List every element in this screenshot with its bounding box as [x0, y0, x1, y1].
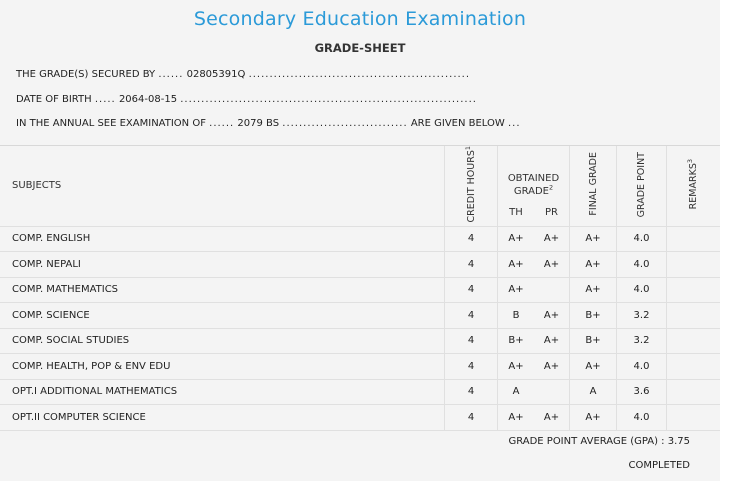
- grade-point: 4.0: [616, 353, 667, 380]
- table-row: COMP. SOCIAL STUDIES 4 B+ A+ B+ 3.2: [0, 328, 720, 355]
- remarks: [666, 379, 720, 406]
- dot-leader: ......: [158, 69, 184, 80]
- subject-name: COMP. HEALTH, POP & ENV EDU: [0, 353, 445, 380]
- dob-label: DATE OF BIRTH: [16, 94, 92, 105]
- credit-hours: 4: [444, 328, 498, 355]
- gpa-line: GRADE POINT AVERAGE (GPA) : 3.75: [508, 436, 690, 447]
- dot-leader: ...: [507, 118, 521, 129]
- grade-point: 4.0: [616, 251, 667, 278]
- subject-name: COMP. SCIENCE: [0, 302, 445, 329]
- final-grade: B+: [569, 328, 617, 355]
- remarks: [666, 302, 720, 329]
- credit-hours: 4: [444, 404, 498, 431]
- dot-leader: ........................................…: [248, 69, 471, 80]
- theory-grade: A+: [497, 277, 534, 304]
- grade-point: 3.2: [616, 302, 667, 329]
- subject-name: COMP. SOCIAL STUDIES: [0, 328, 445, 355]
- credit-hours: 4: [444, 302, 498, 329]
- table-row: COMP. MATHEMATICS 4 A+ A+ 4.0: [0, 277, 720, 304]
- credit-hours: 4: [444, 277, 498, 304]
- table-row: COMP. SCIENCE 4 B A+ B+ 3.2: [0, 302, 720, 329]
- remarks: [666, 404, 720, 431]
- table-row: COMP. NEPALI 4 A+ A+ A+ 4.0: [0, 251, 720, 278]
- final-grade-header: FINAL GRADE: [569, 146, 617, 227]
- table-row: OPT.II COMPUTER SCIENCE 4 A+ A+ A+ 4.0: [0, 404, 720, 431]
- grades-table: SUBJECTS CREDIT HOURS1 OBTAINED GRADE2 F…: [0, 146, 720, 431]
- grade-point-header: GRADE POINT: [616, 146, 667, 227]
- dob-value: 2064-08-15: [118, 94, 178, 105]
- subjects-header: SUBJECTS: [0, 146, 445, 227]
- theory-grade: A+: [497, 353, 534, 380]
- dot-leader: ........................................…: [180, 94, 477, 105]
- remarks: [666, 277, 720, 304]
- practical-grade: A+: [534, 302, 570, 329]
- exam-suffix: ARE GIVEN BELOW: [410, 118, 505, 129]
- grade-point: 4.0: [616, 226, 667, 253]
- subject-name: COMP. MATHEMATICS: [0, 277, 445, 304]
- subject-name: OPT.II COMPUTER SCIENCE: [0, 404, 445, 431]
- practical-grade: A+: [534, 328, 570, 355]
- table-row: COMP. HEALTH, POP & ENV EDU 4 A+ A+ A+ 4…: [0, 353, 720, 380]
- secured-by-label: THE GRADE(S) SECURED BY: [16, 69, 156, 80]
- subject-name: OPT.I ADDITIONAL MATHEMATICS: [0, 379, 445, 406]
- final-grade: A+: [569, 404, 617, 431]
- credit-hours: 4: [444, 379, 498, 406]
- dot-leader: .....: [94, 94, 116, 105]
- dot-leader: ..............................: [282, 118, 408, 129]
- grade-point: 3.6: [616, 379, 667, 406]
- practical-grade: [534, 277, 570, 304]
- subject-name: COMP. NEPALI: [0, 251, 445, 278]
- theory-header: TH: [497, 198, 534, 227]
- theory-grade: A+: [497, 226, 534, 253]
- remarks: [666, 226, 720, 253]
- credit-hours: 4: [444, 251, 498, 278]
- gpa-value: 3.75: [667, 436, 690, 447]
- remarks: [666, 251, 720, 278]
- practical-grade: A+: [534, 404, 570, 431]
- sheet-subtitle: GRADE-SHEET: [314, 41, 406, 55]
- theory-grade: B: [497, 302, 534, 329]
- practical-grade: A+: [534, 251, 570, 278]
- divider: [0, 145, 720, 146]
- theory-grade: A: [497, 379, 534, 406]
- exam-line: IN THE ANNUAL SEE EXAMINATION OF ...... …: [16, 118, 521, 129]
- grade-point: 4.0: [616, 404, 667, 431]
- credit-hours: 4: [444, 226, 498, 253]
- final-grade: B+: [569, 302, 617, 329]
- grade-point: 3.2: [616, 328, 667, 355]
- final-grade: A: [569, 379, 617, 406]
- practical-grade: A+: [534, 353, 570, 380]
- final-grade: A+: [569, 251, 617, 278]
- practical-header: PR: [534, 198, 570, 227]
- remarks: [666, 353, 720, 380]
- theory-grade: B+: [497, 328, 534, 355]
- exam-year: 2079 BS: [237, 118, 280, 129]
- credit-hours-header: CREDIT HOURS1: [444, 146, 498, 227]
- result-status: COMPLETED: [628, 460, 690, 471]
- secured-by-line: THE GRADE(S) SECURED BY ...... 02805391Q…: [16, 69, 470, 80]
- symbol-number: 02805391Q: [186, 69, 246, 80]
- theory-grade: A+: [497, 251, 534, 278]
- final-grade: A+: [569, 226, 617, 253]
- dot-leader: ......: [209, 118, 235, 129]
- final-grade: A+: [569, 277, 617, 304]
- practical-grade: A+: [534, 226, 570, 253]
- obtained-grade-header: OBTAINED GRADE2: [497, 146, 570, 199]
- table-row: OPT.I ADDITIONAL MATHEMATICS 4 A A 3.6: [0, 379, 720, 406]
- final-grade: A+: [569, 353, 617, 380]
- remarks: [666, 328, 720, 355]
- dob-line: DATE OF BIRTH ..... 2064-08-15 .........…: [16, 94, 477, 105]
- theory-grade: A+: [497, 404, 534, 431]
- exam-label: IN THE ANNUAL SEE EXAMINATION OF: [16, 118, 206, 129]
- subject-name: COMP. ENGLISH: [0, 226, 445, 253]
- credit-hours: 4: [444, 353, 498, 380]
- gpa-label: GRADE POINT AVERAGE (GPA) :: [508, 436, 665, 447]
- table-row: COMP. ENGLISH 4 A+ A+ A+ 4.0: [0, 226, 720, 253]
- remarks-header: REMARKS3: [666, 146, 720, 227]
- exam-title: Secondary Education Examination: [193, 8, 527, 30]
- practical-grade: [534, 379, 570, 406]
- grade-point: 4.0: [616, 277, 667, 304]
